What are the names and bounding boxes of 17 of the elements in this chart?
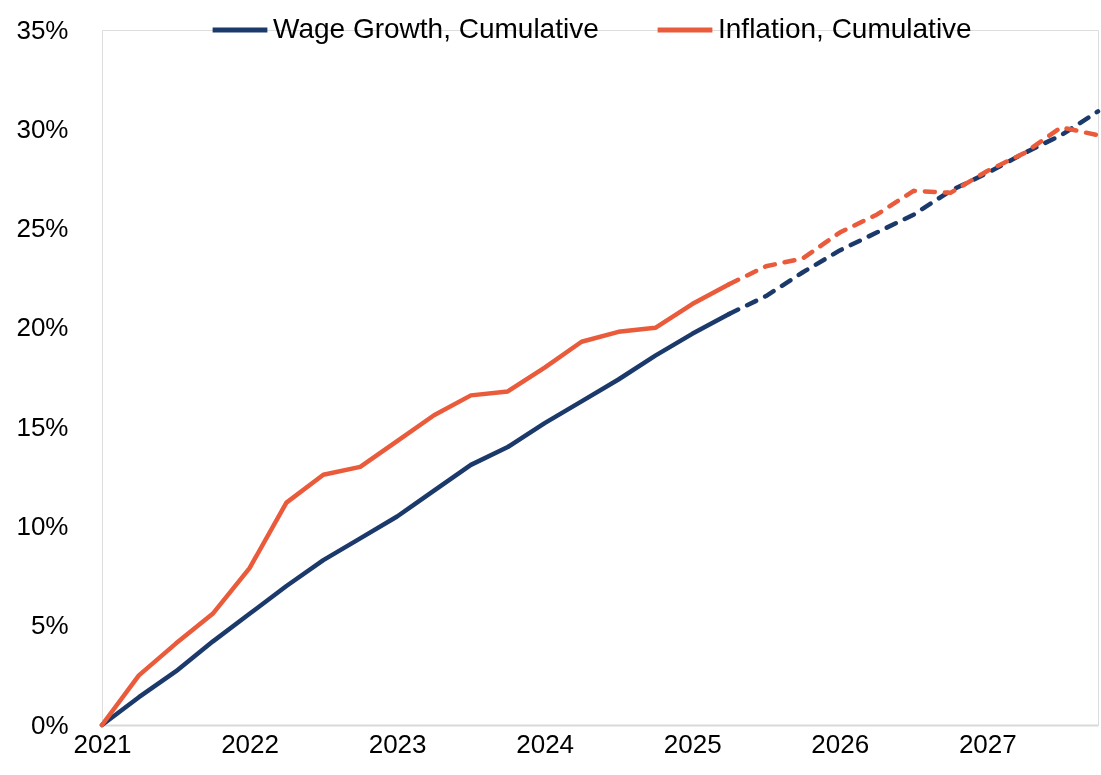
x-tick-label: 2027 (958, 728, 1017, 759)
legend-label: Wage Growth, Cumulative (273, 13, 599, 44)
y-tick-label: 15% (16, 411, 69, 442)
x-tick-label: 2026 (811, 728, 870, 759)
x-tick-label: 2021 (73, 728, 132, 759)
x-tick-label: 2025 (663, 728, 722, 759)
y-tick-label: 20% (16, 312, 69, 343)
y-tick-label: 5% (30, 610, 69, 641)
x-tick-label: 2024 (516, 728, 575, 759)
y-tick-label: 10% (16, 510, 69, 541)
x-tick-label: 2023 (368, 728, 427, 759)
x-tick-label: 2022 (221, 728, 279, 759)
y-tick-label: 25% (16, 213, 69, 244)
y-tick-label: 35% (16, 14, 69, 45)
y-tick-label: 30% (16, 113, 69, 144)
y-tick-label: 0% (30, 709, 69, 740)
legend-label: Inflation, Cumulative (718, 13, 972, 44)
